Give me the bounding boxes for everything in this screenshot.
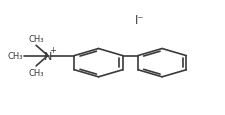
Text: I⁻: I⁻ bbox=[134, 14, 144, 27]
Text: N: N bbox=[43, 51, 52, 61]
Text: +: + bbox=[49, 45, 56, 54]
Text: CH₃: CH₃ bbox=[7, 52, 22, 61]
Text: CH₃: CH₃ bbox=[28, 68, 44, 77]
Text: CH₃: CH₃ bbox=[28, 35, 44, 44]
